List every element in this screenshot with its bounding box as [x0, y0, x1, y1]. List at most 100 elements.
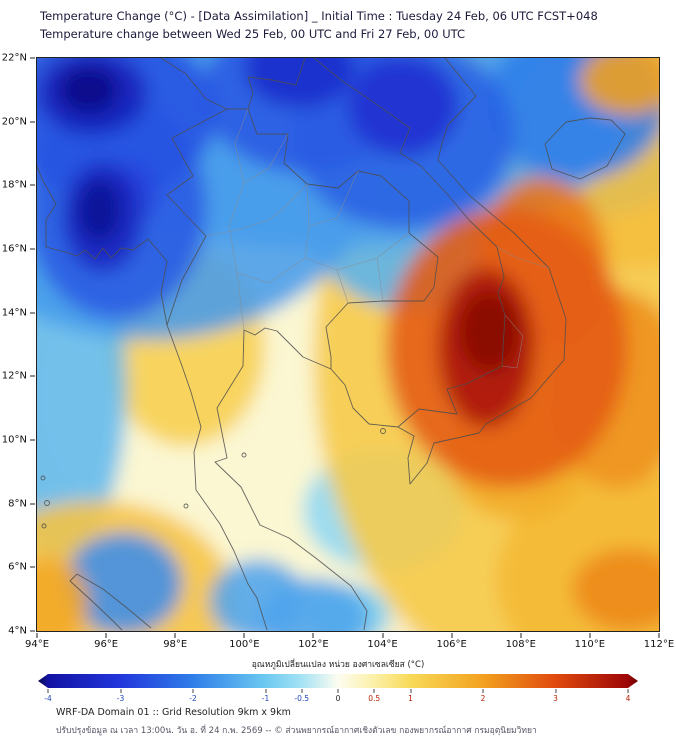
- x-tick-mark: [658, 633, 660, 638]
- y-tick-mark: [30, 566, 35, 568]
- footer: WRF-DA Domain 01 :: Grid Resolution 9km …: [56, 707, 537, 737]
- colorbar-tick-mark: [265, 689, 266, 693]
- y-tick-mark: [30, 121, 35, 123]
- x-tick-label: 102°E: [298, 639, 329, 650]
- andaman-island: [41, 523, 47, 529]
- colorbar-tick-label: -3: [116, 694, 125, 703]
- x-tick-mark: [451, 633, 453, 638]
- border-laos-vietnam: [313, 58, 506, 316]
- colorbar-tick-mark: [301, 689, 303, 693]
- y-tick-mark: [30, 184, 35, 186]
- province-line: [205, 183, 308, 237]
- y-tick-label: 12°N: [1, 370, 27, 382]
- phuket-island: [183, 503, 189, 509]
- x-tick-label: 110°E: [574, 639, 606, 650]
- x-tick-mark: [312, 633, 314, 638]
- colorbar-tick-mark: [192, 689, 194, 693]
- colorbar-ticks: -4 -3 -2 -1 -0.5 0 0.5 1 2 3 4: [38, 688, 638, 706]
- x-tick-mark: [36, 633, 38, 638]
- x-tick-label: 98°E: [163, 639, 188, 650]
- x-tick-mark: [382, 633, 384, 638]
- footer-update-info: ปรับปรุงข้อมูล ณ เวลา 13:00น. วัน อ. ที่…: [56, 726, 537, 736]
- samui-island: [241, 452, 247, 458]
- colorbar-tick-mark: [410, 689, 411, 693]
- coastlines-layer: [37, 58, 626, 631]
- colorbar-tick-mark: [373, 689, 375, 693]
- x-axis: 94°E 96°E 98°E 100°E 102°E 104°E 106°E 108°E 110…: [25, 633, 674, 655]
- y-tick-label: 8°N: [8, 498, 27, 510]
- province-line: [304, 183, 410, 271]
- plot-area: [36, 57, 660, 632]
- province-line: [336, 269, 349, 304]
- y-tick-label: 4°N: [8, 625, 27, 637]
- colorbar-tick-label: 0.5: [368, 694, 381, 703]
- x-tick-mark: [520, 633, 522, 638]
- colorbar-tick-mark: [47, 689, 49, 693]
- colorbar-tick-mark: [627, 689, 629, 693]
- anomaly-blob: [77, 179, 122, 243]
- y-tick-mark: [30, 630, 35, 632]
- x-tick-label: 108°E: [505, 639, 536, 650]
- colorbar-tick-label: 4: [625, 694, 631, 703]
- coastline-east: [214, 58, 567, 631]
- colorbar-tick-mark: [337, 689, 339, 693]
- anomaly-blob: [579, 58, 659, 116]
- y-tick-mark: [30, 312, 35, 314]
- footer-domain-info: WRF-DA Domain 01 :: Grid Resolution 9km …: [56, 707, 291, 718]
- y-tick-label: 18°N: [1, 179, 27, 191]
- y-tick-mark: [30, 57, 35, 59]
- chart-title-line-1: Temperature Change (°C) - [Data Assimila…: [40, 9, 598, 23]
- province-line: [496, 246, 550, 269]
- colorbar-tick-mark: [555, 689, 556, 693]
- x-tick-label: 94°E: [24, 639, 50, 650]
- anomaly-blob: [37, 557, 89, 631]
- chart-header: Temperature Change (°C) - [Data Assimila…: [40, 7, 598, 43]
- x-tick-label: 112°E: [643, 639, 675, 650]
- y-tick-mark: [30, 248, 35, 250]
- province-line: [501, 314, 524, 369]
- coastline-west: [37, 165, 268, 631]
- y-tick-label: 10°N: [1, 434, 27, 446]
- x-tick-label: 100°E: [229, 639, 260, 650]
- anomaly-blob: [64, 532, 183, 631]
- province-line: [376, 257, 384, 302]
- cooling-core-north: [244, 58, 355, 108]
- colorbar-tick-label: 3: [553, 694, 558, 703]
- y-tick-mark: [30, 375, 35, 377]
- colorbar-tick-label: -4: [44, 694, 52, 703]
- anomaly-blob: [258, 578, 369, 631]
- border-thailand-cambodia: [325, 300, 424, 369]
- y-tick-mark: [30, 439, 35, 441]
- andaman-island: [40, 475, 46, 481]
- andaman-island: [44, 500, 50, 506]
- anomaly-blob: [58, 65, 119, 114]
- province-line: [236, 257, 306, 284]
- y-tick-label: 20°N: [1, 116, 27, 128]
- y-tick-label: 14°N: [1, 307, 27, 319]
- x-tick-label: 96°E: [94, 639, 119, 650]
- anomaly-blob: [572, 548, 659, 631]
- colorbar-tick-mark: [482, 689, 484, 693]
- y-tick-mark: [30, 503, 35, 505]
- colorbar-tick-label: 2: [480, 694, 486, 703]
- x-tick-label: 106°E: [436, 639, 467, 650]
- y-axis: 22°N 20°N 18°N 16°N 14°N 12°N 10°N 8°N 6°N 4°N: [0, 53, 36, 637]
- colorbar-tick-label: 0: [335, 694, 341, 703]
- admin-borders-layer: [205, 108, 550, 369]
- colorbar-tick-label: -1: [261, 694, 270, 703]
- x-tick-mark: [589, 633, 591, 638]
- x-tick-mark: [243, 633, 245, 638]
- province-line: [308, 170, 359, 227]
- sumatra-island: [69, 573, 152, 631]
- colorbar-tick-label: -2: [189, 694, 197, 703]
- y-tick-label: 22°N: [1, 52, 27, 64]
- colorbar-gradient: [38, 674, 638, 688]
- x-tick-mark: [174, 633, 176, 638]
- warming-core-max: [459, 291, 520, 372]
- map-canvas: [37, 58, 659, 631]
- colorbar-title: อุณหภูมิเปลี่ยนแปลง หน่วย องศาเซลเซียส (…: [251, 660, 425, 670]
- chart-title-line-2: Temperature change between Wed 25 Feb, 0…: [40, 27, 465, 41]
- y-tick-label: 6°N: [8, 561, 27, 573]
- colorbar-tick-mark: [120, 689, 121, 693]
